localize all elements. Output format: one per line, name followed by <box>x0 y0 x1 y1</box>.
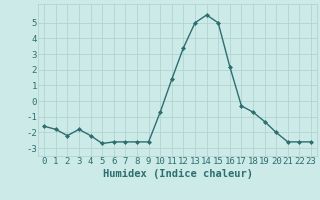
X-axis label: Humidex (Indice chaleur): Humidex (Indice chaleur) <box>103 169 252 179</box>
